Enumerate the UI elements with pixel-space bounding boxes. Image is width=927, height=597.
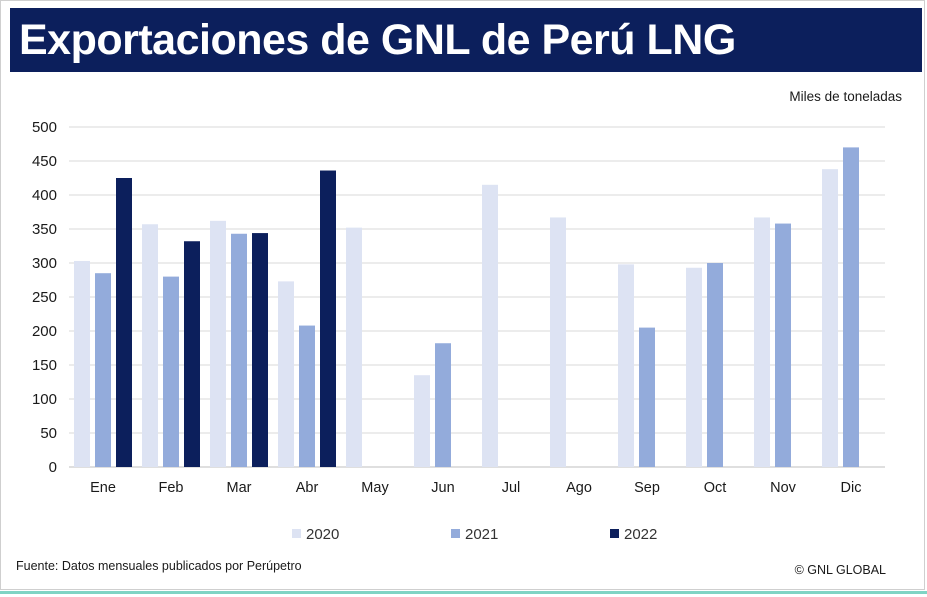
bar-2021-ene bbox=[95, 273, 111, 467]
bar-2020-oct bbox=[686, 267, 702, 467]
legend-label-2021: 2021 bbox=[465, 526, 498, 543]
copyright-note: © GNL GLOBAL bbox=[794, 563, 886, 577]
y-tick-label: 350 bbox=[32, 221, 57, 238]
x-tick-label: Nov bbox=[770, 480, 797, 496]
x-tick-label: Oct bbox=[704, 480, 727, 496]
y-tick-label: 50 bbox=[40, 425, 57, 442]
bar-2021-oct bbox=[707, 263, 723, 467]
bar-2021-feb bbox=[163, 276, 179, 467]
bar-2020-jul bbox=[482, 184, 498, 468]
legend-label-2022: 2022 bbox=[624, 526, 657, 543]
y-tick-label: 300 bbox=[32, 255, 57, 272]
x-tick-label: May bbox=[361, 480, 389, 496]
bar-2021-sep bbox=[639, 327, 655, 467]
x-tick-label: Dic bbox=[841, 480, 862, 496]
bar-2020-may bbox=[346, 227, 362, 467]
bar-2020-nov bbox=[754, 217, 770, 467]
x-tick-label: Jul bbox=[502, 480, 521, 496]
bar-2022-mar bbox=[252, 233, 268, 467]
legend-swatch-2021 bbox=[451, 529, 460, 538]
y-tick-label: 150 bbox=[32, 357, 57, 374]
y-tick-label: 200 bbox=[32, 323, 57, 340]
title-bar: Exportaciones de GNL de Perú LNG bbox=[10, 8, 922, 72]
bar-2022-feb bbox=[184, 241, 200, 467]
y-tick-label: 450 bbox=[32, 153, 57, 170]
bar-2022-ene bbox=[116, 178, 132, 467]
source-note: Fuente: Datos mensuales publicados por P… bbox=[16, 559, 302, 573]
x-tick-label: Feb bbox=[159, 480, 184, 496]
bar-2020-ago bbox=[550, 217, 566, 467]
x-tick-label: Ago bbox=[566, 480, 592, 496]
y-tick-label: 100 bbox=[32, 391, 57, 408]
bar-2020-dic bbox=[822, 169, 838, 467]
x-tick-label: Abr bbox=[296, 480, 319, 496]
bottom-accent-line bbox=[0, 591, 927, 594]
x-tick-label: Jun bbox=[431, 480, 454, 496]
bar-2022-abr bbox=[320, 170, 336, 467]
chart-title: Exportaciones de GNL de Perú LNG bbox=[19, 16, 736, 64]
x-tick-label: Mar bbox=[227, 480, 252, 496]
bar-2020-sep bbox=[618, 264, 634, 467]
legend-swatch-2022 bbox=[610, 529, 619, 538]
bar-2020-mar bbox=[210, 220, 226, 467]
bar-2021-nov bbox=[775, 223, 791, 467]
legend-label-2020: 2020 bbox=[306, 526, 339, 543]
bar-2020-feb bbox=[142, 224, 158, 467]
bar-2021-jun bbox=[435, 343, 451, 467]
units-label: Miles de toneladas bbox=[789, 89, 902, 104]
bar-2020-jun bbox=[414, 375, 430, 467]
bar-2021-abr bbox=[299, 325, 315, 467]
y-tick-label: 250 bbox=[32, 289, 57, 306]
legend-swatch-2020 bbox=[292, 529, 301, 538]
bar-2020-ene bbox=[74, 260, 90, 467]
x-tick-label: Ene bbox=[90, 480, 116, 496]
bar-2020-abr bbox=[278, 281, 294, 467]
y-tick-label: 0 bbox=[49, 459, 57, 476]
bar-2021-dic bbox=[843, 147, 859, 467]
bar-2021-mar bbox=[231, 233, 247, 467]
x-tick-label: Sep bbox=[634, 480, 660, 496]
y-tick-label: 400 bbox=[32, 187, 57, 204]
y-tick-label: 500 bbox=[32, 119, 57, 136]
